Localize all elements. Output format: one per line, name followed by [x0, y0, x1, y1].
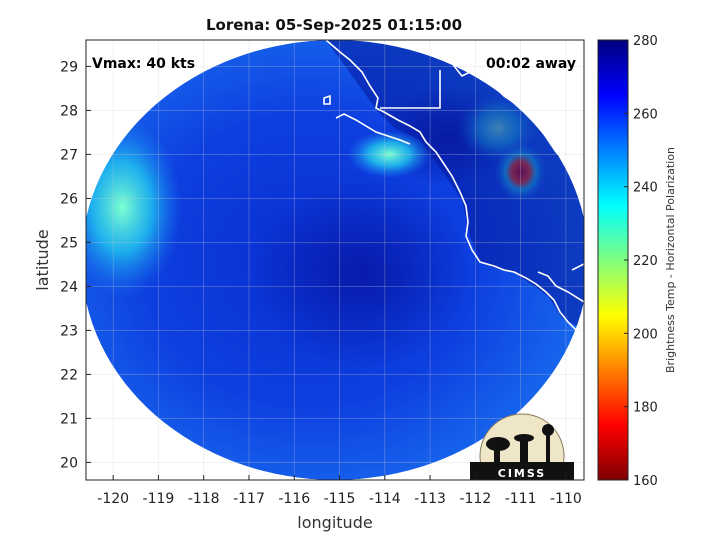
- colorbar-tick-label: 160: [633, 474, 658, 489]
- x-tick-label: -113: [414, 491, 446, 507]
- colorbar: [597, 39, 629, 481]
- x-tick-label: -118: [188, 491, 220, 507]
- x-tick-label: -116: [278, 491, 310, 507]
- feature-cold-band-1: [347, 130, 432, 179]
- logo-text: CIMSS: [498, 467, 546, 480]
- x-tick-label: -119: [143, 491, 175, 507]
- colorbar-tick-label: 280: [633, 34, 658, 49]
- y-tick-label: 29: [60, 59, 78, 75]
- colorbar-tick-label: 180: [633, 401, 658, 416]
- colorbar-tick-label: 220: [633, 254, 658, 269]
- x-tick-label: -114: [369, 491, 401, 507]
- y-tick-label: 25: [60, 235, 78, 251]
- y-tick-label: 28: [60, 103, 78, 119]
- chart-title: Lorena: 05-Sep-2025 01:15:00: [206, 16, 462, 34]
- colorbar-tick-label: 200: [633, 327, 658, 342]
- colorbar-label: Brightness Temp - Horizontal Polarizatio…: [664, 147, 677, 373]
- y-axis-label: latitude: [33, 229, 52, 290]
- x-tick-label: -110: [550, 491, 582, 507]
- cimss-logo: CIMSS: [470, 413, 574, 480]
- colorbar-ticks: 160 180 200 220 240 260 280: [624, 34, 658, 489]
- colorbar-tick-label: 260: [633, 107, 658, 122]
- feature-cold-west-edge: [86, 117, 183, 298]
- y-tick-label: 20: [60, 455, 78, 471]
- y-tick-label: 26: [60, 191, 78, 207]
- plot-area: CIMSS: [86, 40, 584, 480]
- coastline: [323, 40, 584, 335]
- y-tick-label: 23: [60, 323, 78, 339]
- time-offset-label: 00:02 away: [486, 56, 576, 72]
- y-tick-label: 21: [60, 411, 78, 427]
- y-tick-label: 22: [60, 367, 78, 383]
- x-tick-label: -117: [233, 491, 265, 507]
- x-tick-label: -120: [97, 491, 129, 507]
- grid: [86, 40, 584, 480]
- vmax-label: Vmax: 40 kts: [92, 56, 195, 72]
- x-tick-label: -115: [324, 491, 356, 507]
- x-tick-label: -111: [505, 491, 537, 507]
- x-axis-ticks: -120 -119 -118 -117 -116 -115 -114 -113 -112 -111…: [97, 475, 582, 507]
- land-mass: [326, 40, 584, 330]
- plot-frame: [85, 39, 585, 481]
- x-tick-label: -112: [459, 491, 491, 507]
- y-axis-ticks: 20 21 22 23 24 25 26 27 28 29: [60, 59, 91, 471]
- y-tick-label: 24: [60, 279, 78, 295]
- y-tick-label: 27: [60, 147, 78, 163]
- x-axis-label: longitude: [297, 513, 372, 532]
- colorbar-tick-label: 240: [633, 181, 658, 196]
- feature-storm-center: [252, 178, 473, 369]
